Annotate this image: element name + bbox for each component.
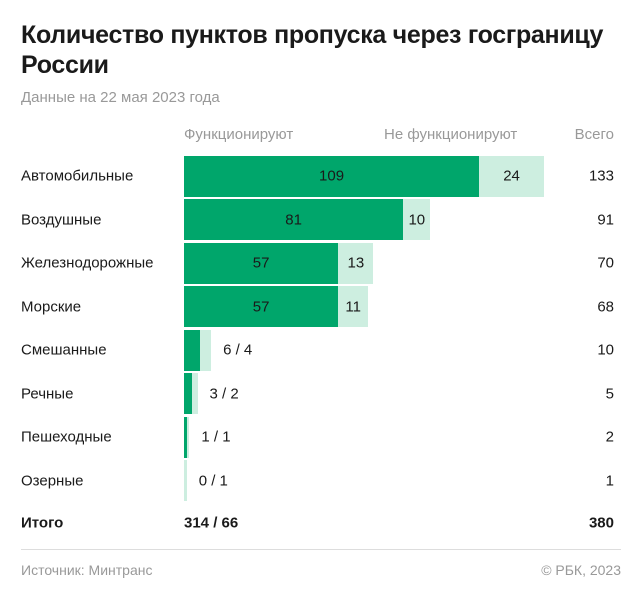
- bar-not-working: [403, 199, 431, 240]
- value-not-working: 24: [503, 167, 520, 185]
- pair-label: 3 / 2: [209, 385, 239, 402]
- bar-working: [184, 242, 339, 284]
- copyright: © РБК, 2023: [541, 562, 621, 578]
- category-label: Речные: [21, 385, 74, 402]
- bar-not-working: [184, 460, 187, 501]
- bar-working: [184, 286, 339, 327]
- value-working: 81: [285, 211, 302, 228]
- bar-not-working: [186, 416, 190, 458]
- value-not-working: 10: [408, 211, 426, 228]
- bar-not-working: [192, 373, 198, 414]
- total-value: 2: [605, 428, 614, 446]
- category-label: Смешанные: [21, 341, 107, 359]
- bar-working: [184, 329, 201, 371]
- total-value: 133: [588, 167, 614, 185]
- bar-working: [184, 373, 193, 414]
- bar-not-working: [200, 329, 212, 371]
- pair-label: 0 / 1: [198, 472, 228, 489]
- category-label: Воздушные: [21, 211, 102, 228]
- category-label: Железнодорожные: [21, 254, 154, 272]
- total-value: 91: [597, 211, 614, 228]
- header-total: Всего: [574, 126, 614, 143]
- bar-working: [184, 416, 187, 458]
- category-label: Морские: [21, 298, 82, 315]
- chart-subtitle: Данные на 22 мая 2023 года: [21, 89, 220, 106]
- header-working: Функционируют: [184, 126, 294, 143]
- category-label: Пешеходные: [21, 428, 112, 446]
- total-value: 70: [597, 254, 614, 272]
- divider: [21, 549, 621, 550]
- summary-total: 380: [588, 514, 614, 532]
- bar-not-working: [479, 155, 545, 197]
- header-not-working: Не функционируют: [384, 126, 518, 143]
- value-working: 57: [252, 298, 270, 315]
- value-not-working: 13: [347, 254, 365, 272]
- bar-not-working: [338, 286, 369, 327]
- source: Источник: Минтранс: [21, 562, 153, 578]
- total-value: 1: [605, 472, 614, 489]
- chart-title: Количество пунктов пропуска через госгра…: [21, 21, 604, 79]
- category-label: Озерные: [21, 472, 84, 489]
- value-not-working: 11: [345, 298, 361, 315]
- summary-pair: 314 / 66: [184, 514, 239, 532]
- bar-working: [184, 199, 404, 240]
- total-value: 10: [597, 341, 614, 359]
- value-working: 57: [252, 254, 270, 272]
- pair-label: 6 / 4: [223, 341, 253, 359]
- summary-label: Итого: [21, 514, 64, 532]
- value-working: 109: [319, 167, 345, 185]
- bar-working: [184, 155, 480, 197]
- total-value: 68: [597, 298, 614, 315]
- bar-not-working: [338, 242, 374, 284]
- category-label: Автомобильные: [21, 167, 134, 185]
- total-value: 5: [605, 385, 614, 402]
- pair-label: 1 / 1: [201, 428, 231, 446]
